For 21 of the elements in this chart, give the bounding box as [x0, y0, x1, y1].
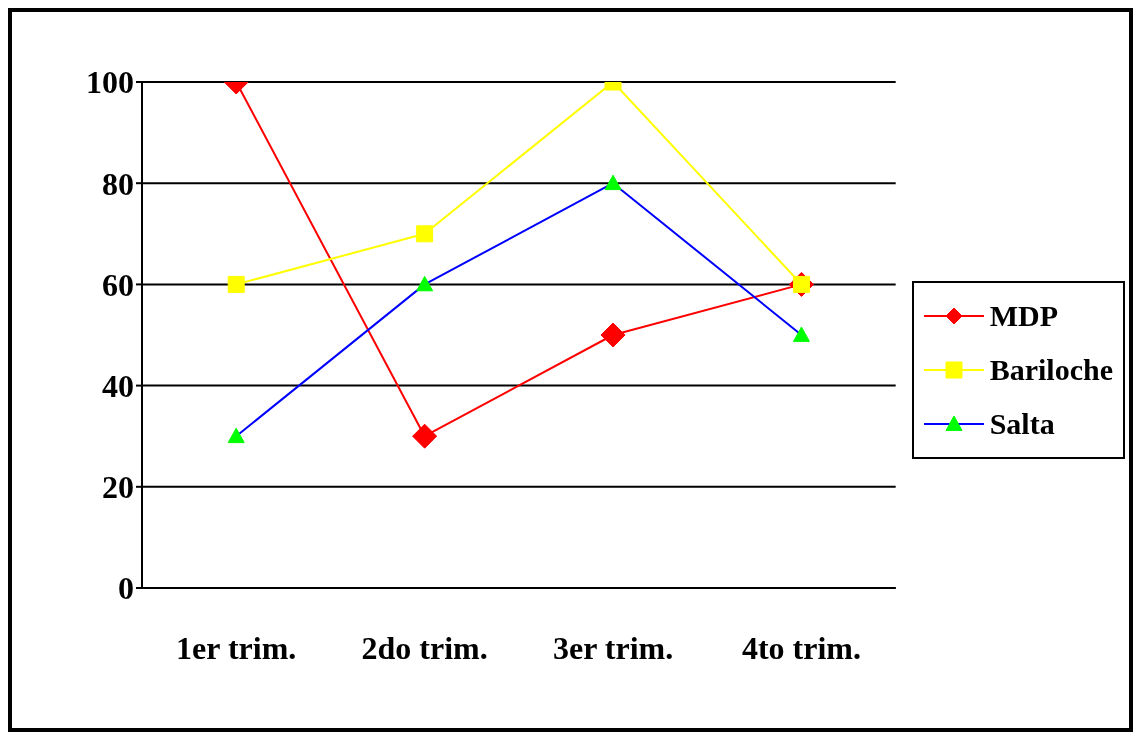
y-tick-label: 80: [102, 165, 134, 202]
x-tick-label: 2do trim.: [361, 629, 488, 666]
legend-label: MDP: [989, 299, 1058, 333]
y-tick-label: 40: [102, 367, 134, 404]
point: [416, 275, 434, 292]
point: [412, 423, 438, 449]
point: [604, 174, 622, 191]
legend-label: Bariloche: [989, 353, 1113, 387]
x-tick-label: 1er trim.: [176, 629, 297, 666]
x-tick-label: 4to trim.: [741, 629, 862, 666]
y-tick-label: 20: [102, 469, 134, 506]
point: [792, 326, 810, 342]
point: [600, 322, 626, 348]
point: [416, 225, 434, 243]
y-tick-label: 0: [118, 570, 134, 607]
point: [227, 427, 245, 444]
x-tick-label: 3er trim.: [552, 629, 674, 666]
y-tick-label: 60: [102, 266, 134, 303]
legend-label: Salta: [989, 407, 1055, 441]
point: [227, 275, 245, 293]
y-tick-label: 100: [86, 64, 134, 101]
